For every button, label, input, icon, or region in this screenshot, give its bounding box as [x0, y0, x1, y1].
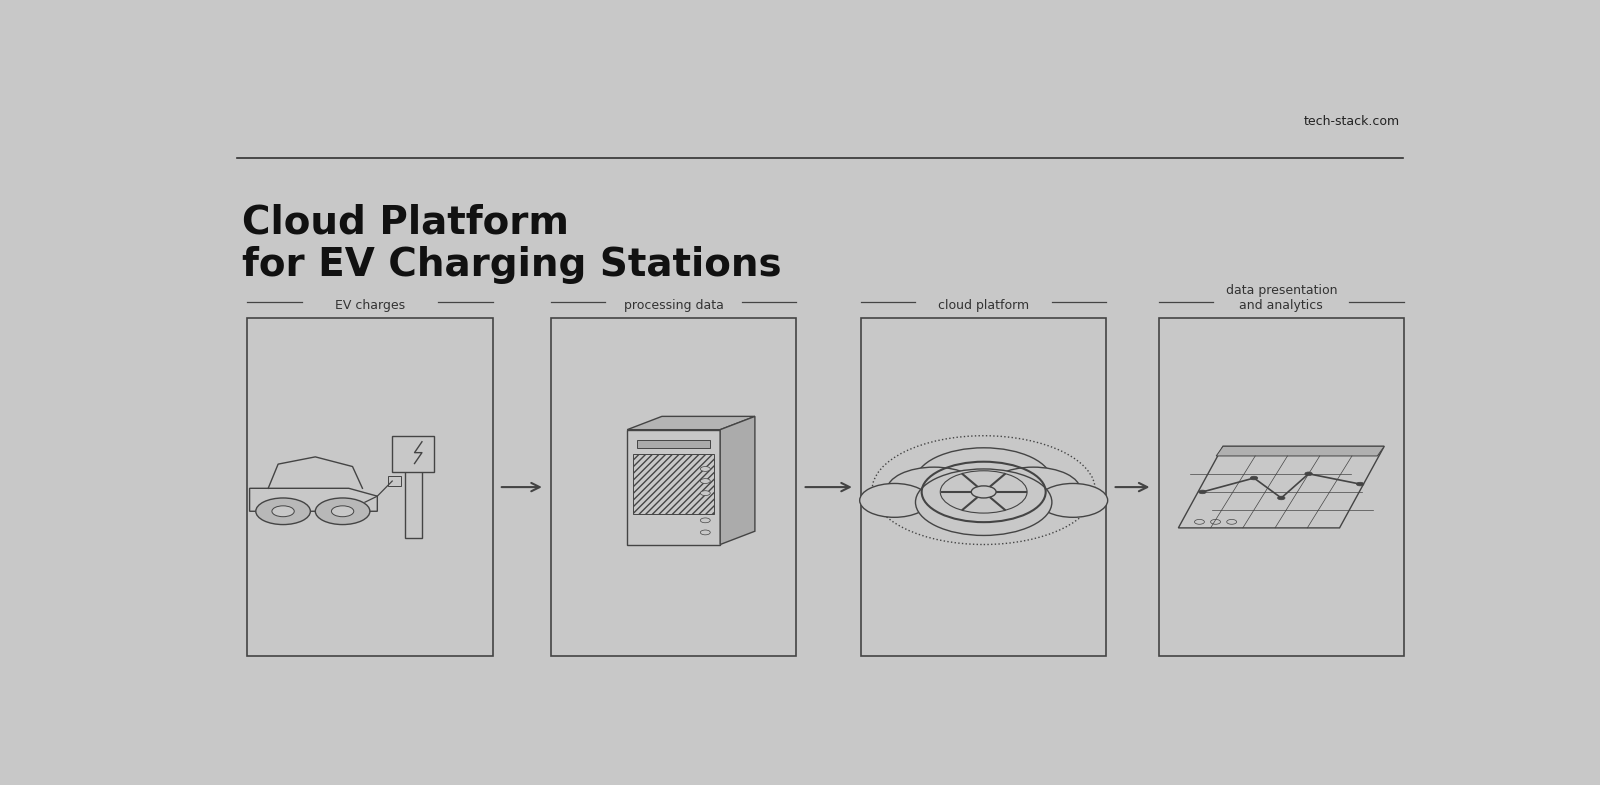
- FancyBboxPatch shape: [389, 476, 402, 486]
- FancyBboxPatch shape: [1158, 318, 1405, 656]
- FancyBboxPatch shape: [392, 436, 434, 472]
- Circle shape: [1277, 496, 1285, 500]
- Circle shape: [986, 467, 1080, 513]
- Text: tech-stack.com: tech-stack.com: [1304, 115, 1400, 129]
- Circle shape: [886, 467, 981, 513]
- Polygon shape: [720, 416, 755, 545]
- Circle shape: [701, 479, 710, 484]
- Circle shape: [272, 506, 294, 517]
- FancyBboxPatch shape: [405, 454, 422, 539]
- FancyBboxPatch shape: [246, 318, 493, 656]
- Circle shape: [1198, 490, 1206, 494]
- Text: processing data: processing data: [624, 299, 723, 312]
- FancyBboxPatch shape: [861, 318, 1107, 656]
- Circle shape: [701, 530, 710, 535]
- Text: EV charges: EV charges: [334, 299, 405, 312]
- Text: data presentation
and analytics: data presentation and analytics: [1226, 284, 1338, 312]
- Text: Chart: Chart: [1277, 447, 1299, 455]
- Circle shape: [315, 498, 370, 524]
- Polygon shape: [1216, 447, 1384, 456]
- Polygon shape: [1178, 447, 1384, 528]
- Circle shape: [859, 484, 930, 517]
- Circle shape: [971, 486, 997, 498]
- Circle shape: [256, 498, 310, 524]
- Circle shape: [701, 518, 710, 523]
- Circle shape: [331, 506, 354, 517]
- Circle shape: [915, 469, 1051, 535]
- Circle shape: [915, 447, 1051, 514]
- Polygon shape: [627, 416, 755, 429]
- Circle shape: [701, 491, 710, 495]
- Text: cloud platform: cloud platform: [938, 299, 1029, 312]
- Circle shape: [1357, 482, 1363, 486]
- FancyBboxPatch shape: [634, 454, 714, 514]
- Circle shape: [1250, 476, 1258, 480]
- FancyBboxPatch shape: [627, 429, 720, 545]
- Circle shape: [701, 466, 710, 471]
- FancyBboxPatch shape: [637, 440, 710, 447]
- Circle shape: [1306, 472, 1312, 476]
- Circle shape: [1038, 484, 1107, 517]
- FancyBboxPatch shape: [550, 318, 797, 656]
- Text: Cloud Platform
for EV Charging Stations: Cloud Platform for EV Charging Stations: [242, 203, 782, 283]
